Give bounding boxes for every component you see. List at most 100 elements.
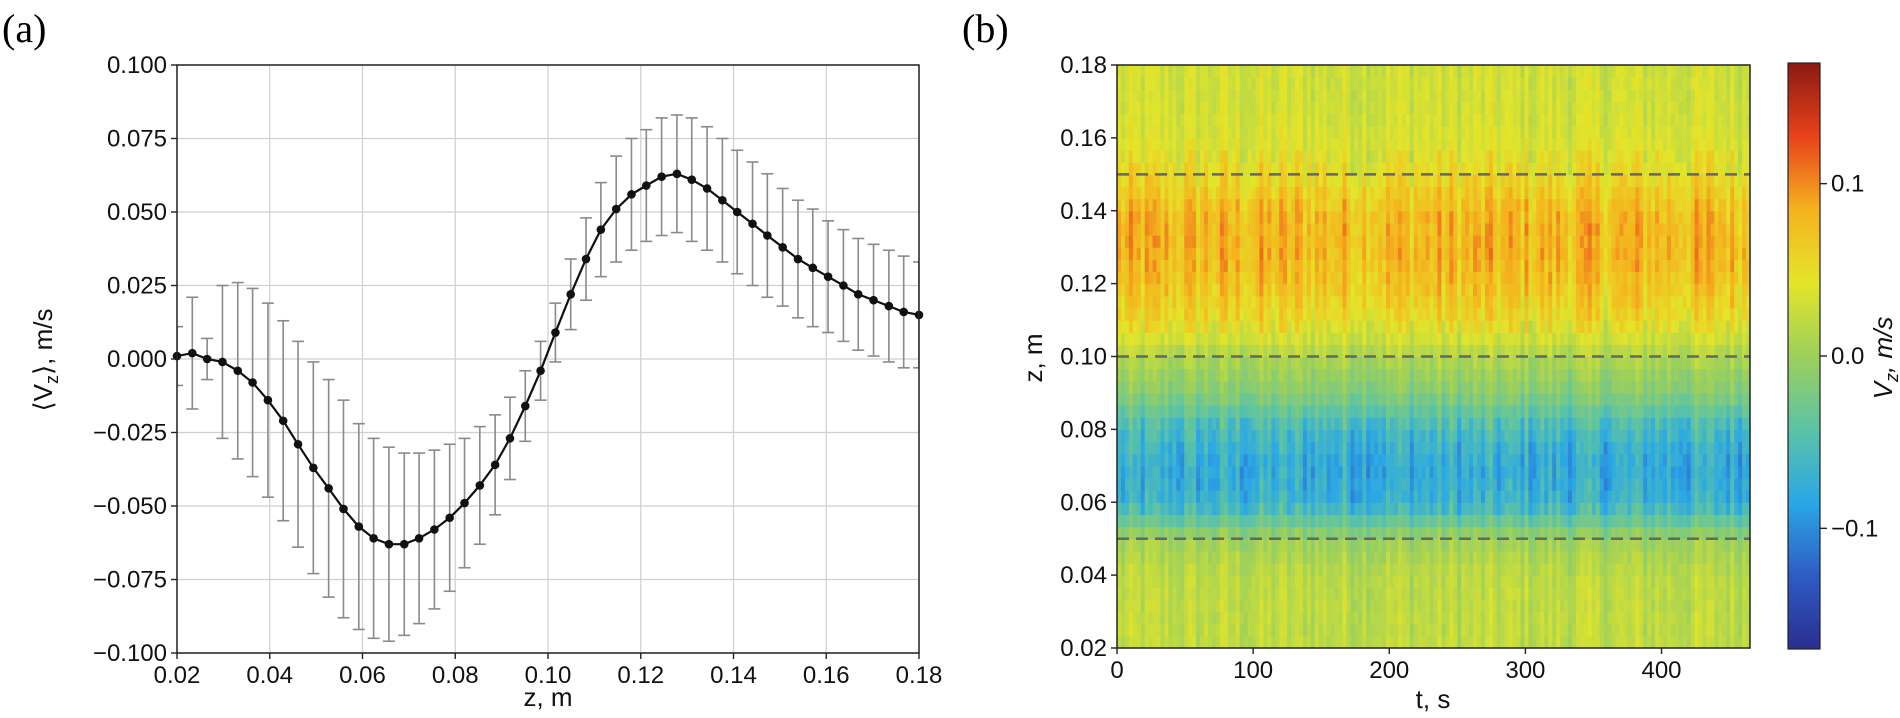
heatmap-cell <box>1473 465 1478 479</box>
heatmap-cell <box>1136 417 1142 430</box>
heatmap-cell <box>1188 332 1193 345</box>
heatmap-cell <box>1160 575 1166 588</box>
heatmap-cell <box>1532 587 1537 601</box>
heatmap-cell <box>1326 320 1332 333</box>
heatmap-cell <box>1136 368 1142 382</box>
heatmap-cell <box>1168 562 1173 576</box>
heatmap-cell <box>1295 368 1300 382</box>
heatmap-cell <box>1310 490 1316 503</box>
heatmap-cell <box>1575 514 1581 528</box>
heatmap-cell <box>1417 356 1423 370</box>
heatmap-cell <box>1678 453 1684 467</box>
heatmap-cell <box>1726 562 1731 576</box>
heatmap-cell <box>1714 502 1719 515</box>
heatmap-cell <box>1354 611 1359 625</box>
heatmap-cell <box>1453 599 1458 613</box>
heatmap-cell <box>1148 295 1154 309</box>
heatmap-cell <box>1425 502 1431 515</box>
heatmap-cell <box>1670 526 1676 540</box>
heatmap-cell <box>1164 465 1170 479</box>
heatmap-cell <box>1666 307 1672 321</box>
heatmap-cell <box>1200 356 1205 370</box>
heatmap-cell <box>1168 611 1173 625</box>
heatmap-cell <box>1702 405 1708 418</box>
heatmap-cell <box>1639 635 1644 648</box>
heatmap-cell <box>1180 405 1185 418</box>
heatmap-cell <box>1279 538 1284 552</box>
heatmap-cell <box>1651 441 1656 455</box>
heatmap-cell <box>1631 526 1636 540</box>
panel-label-a: (a) <box>2 6 46 51</box>
heatmap-cell <box>1374 562 1379 576</box>
heatmap-cell <box>1247 550 1253 564</box>
heatmap-cell <box>1211 356 1217 370</box>
heatmap-cell <box>1496 502 1502 515</box>
heatmap-cell <box>1544 307 1549 321</box>
heatmap-cell <box>1267 477 1272 491</box>
heatmap-cell <box>1595 490 1601 503</box>
heatmap-cell <box>1287 405 1292 418</box>
heatmap-cell <box>1330 453 1336 467</box>
heatmap-cell <box>1207 599 1213 613</box>
heatmap-cell <box>1655 405 1660 418</box>
heatmap-cell <box>1176 380 1181 394</box>
heatmap-cell <box>1227 490 1233 503</box>
data-point <box>536 366 545 376</box>
heatmap-cell <box>1536 550 1541 564</box>
heatmap-cell <box>1666 356 1672 370</box>
heatmap-cell <box>1548 465 1553 479</box>
heatmap-cell <box>1192 368 1197 382</box>
heatmap-cell <box>1207 502 1213 515</box>
heatmap-cell <box>1686 405 1692 418</box>
heatmap-cell <box>1397 453 1403 467</box>
heatmap-cell <box>1386 502 1391 515</box>
heatmap-cell <box>1283 320 1288 333</box>
heatmap-cell <box>1164 599 1170 613</box>
heatmap-cell <box>1160 380 1166 394</box>
heatmap-cell <box>1322 283 1328 297</box>
heatmap-cell <box>1726 477 1731 491</box>
heatmap-cell <box>1659 575 1664 588</box>
heatmap-cell <box>1690 380 1696 394</box>
heatmap-cell <box>1433 562 1439 576</box>
heatmap-cell <box>1239 538 1245 552</box>
heatmap-cell <box>1710 538 1715 552</box>
heatmap-cell <box>1532 344 1537 358</box>
heatmap-cell <box>1382 635 1387 648</box>
heatmap-cell <box>1306 356 1312 370</box>
heatmap-cell <box>1354 635 1359 648</box>
heatmap-cell <box>1591 490 1597 503</box>
heatmap-cell <box>1718 502 1723 515</box>
heatmap-cell <box>1287 429 1292 443</box>
heatmap-cell <box>1603 465 1609 479</box>
heatmap-cell <box>1746 405 1750 418</box>
heatmap-cell <box>1207 575 1213 588</box>
heatmap-cell <box>1362 635 1367 648</box>
heatmap-cell <box>1690 453 1696 467</box>
heatmap-cell <box>1655 344 1660 358</box>
heatmap-cell <box>1710 356 1715 370</box>
heatmap-cell <box>1342 575 1348 588</box>
heatmap-cell <box>1397 417 1403 430</box>
heatmap-cell <box>1615 283 1621 297</box>
heatmap-cell <box>1564 611 1569 625</box>
heatmap-cell <box>1540 635 1545 648</box>
heatmap-cell <box>1362 575 1367 588</box>
heatmap-cell <box>1338 635 1344 648</box>
heatmap-cell <box>1362 453 1367 467</box>
heatmap-cell <box>1568 538 1573 552</box>
heatmap-cell <box>1152 417 1158 430</box>
heatmap-cell <box>1662 599 1668 613</box>
heatmap-cell <box>1465 611 1470 625</box>
heatmap-cell <box>1271 562 1276 576</box>
heatmap-cell <box>1564 550 1569 564</box>
data-point <box>309 463 318 473</box>
heatmap-cell <box>1164 502 1170 515</box>
panel-label-b: (b) <box>962 6 1009 51</box>
heatmap-cell <box>1200 502 1205 515</box>
heatmap-cell <box>1544 477 1549 491</box>
heatmap-cell <box>1397 550 1403 564</box>
heatmap-cell <box>1370 453 1375 467</box>
heatmap-cell <box>1188 380 1193 394</box>
heatmap-cell <box>1330 550 1336 564</box>
